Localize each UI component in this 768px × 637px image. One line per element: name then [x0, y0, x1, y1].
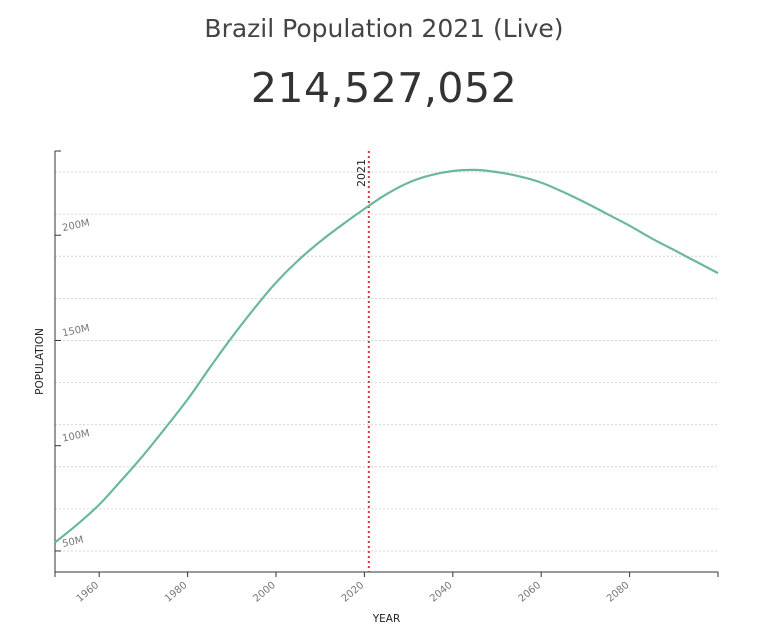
chart-title: Brazil Population 2021 (Live) — [204, 14, 564, 43]
x-tick-label: 2060 — [517, 580, 544, 605]
x-tick-label: 2020 — [340, 580, 367, 605]
x-axis-title: YEAR — [372, 613, 401, 625]
y-axis-title: POPULATION — [34, 328, 46, 395]
current-year-marker: 2021 — [355, 151, 370, 572]
y-tick-label: 200M — [61, 218, 90, 235]
y-tick-label: 100M — [61, 428, 90, 445]
marker-label: 2021 — [355, 159, 368, 187]
live-population-counter: 214,527,052 — [250, 64, 518, 112]
x-axis-ticks: 1960 1980 2000 2020 2040 2060 2080 — [75, 572, 632, 605]
axes — [54, 150, 719, 577]
x-tick-label: 1980 — [163, 580, 190, 605]
x-tick-label: 2040 — [428, 580, 455, 605]
series-group — [54, 168, 719, 544]
x-tick-label: 1960 — [75, 580, 102, 605]
x-tick-label: 2080 — [605, 580, 632, 605]
population-series-line — [54, 168, 719, 544]
gridlines — [55, 171, 718, 552]
y-tick-label: 50M — [61, 535, 84, 550]
x-tick-label: 2000 — [251, 580, 278, 605]
y-axis-ticks: 50M 100M 150M 200M — [55, 218, 91, 552]
y-tick-label: 150M — [61, 323, 90, 340]
